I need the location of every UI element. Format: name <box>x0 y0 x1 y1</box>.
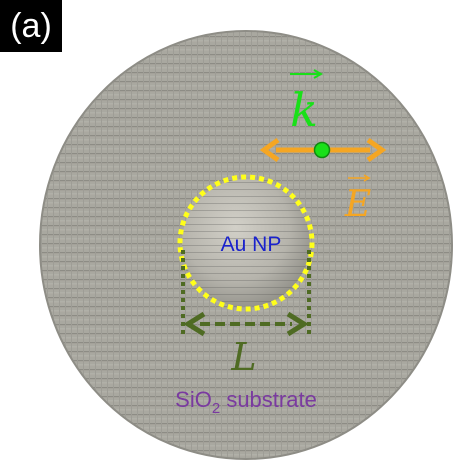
nanoparticle-outline-dotted <box>177 174 315 312</box>
gold-nanoparticle <box>182 179 310 307</box>
field-vector-overarrow <box>348 174 371 182</box>
substrate-label-suffix: substrate <box>220 387 317 412</box>
electric-field-arrow <box>259 137 387 163</box>
dimension-line-L <box>181 250 311 337</box>
panel-label: (a) <box>0 0 62 52</box>
substrate-label-subscript: 2 <box>212 400 220 417</box>
length-symbol: L <box>230 335 256 379</box>
nanoparticle-label: Au NP <box>221 233 282 256</box>
substrate-label-prefix: SiO <box>175 387 212 412</box>
field-symbol: E <box>344 184 371 225</box>
wave-vector-k <box>290 69 324 79</box>
substrate-label: SiO2 substrate <box>175 387 317 417</box>
wave-vector-symbol: k <box>290 83 318 137</box>
